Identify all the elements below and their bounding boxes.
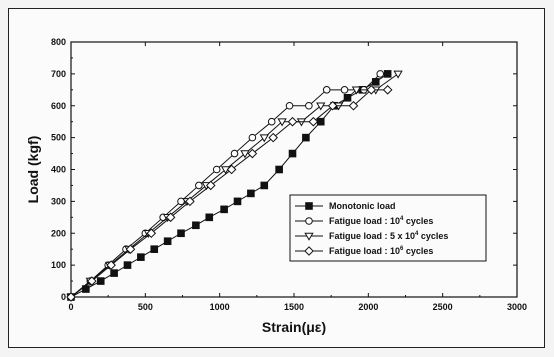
data-point-triangle bbox=[277, 118, 287, 127]
data-point-square bbox=[110, 269, 118, 277]
data-point-square bbox=[275, 165, 283, 174]
data-point-diamond bbox=[268, 132, 278, 143]
y-axis-label: Load (kgf) bbox=[25, 136, 41, 204]
data-point-triangle bbox=[316, 102, 326, 111]
data-point-triangle bbox=[304, 232, 314, 241]
data-point-circle bbox=[267, 117, 276, 126]
data-point-diamond bbox=[226, 164, 237, 175]
x-tick-label: 3000 bbox=[507, 302, 527, 312]
x-tick-label: 0 bbox=[68, 302, 73, 312]
data-point-diamond bbox=[247, 148, 258, 159]
legend: Monotonic load Fatigue load : 104 cycles F… bbox=[289, 194, 487, 262]
data-point-square bbox=[260, 181, 269, 190]
x-tick-label: 500 bbox=[138, 302, 153, 312]
legend-label: Monotonic load bbox=[329, 201, 396, 211]
data-point-diamond bbox=[125, 244, 136, 254]
legend-label: Fatigue load : 5 x 104 cycles bbox=[329, 231, 448, 241]
data-point-square bbox=[233, 197, 242, 206]
x-tick-label: 1500 bbox=[284, 302, 304, 312]
data-point-circle bbox=[376, 70, 385, 78]
y-tick-label: 800 bbox=[51, 37, 66, 47]
data-point-square bbox=[96, 277, 105, 285]
data-point-diamond bbox=[308, 116, 319, 127]
series-line bbox=[70, 73, 399, 298]
data-point-square bbox=[205, 213, 214, 222]
data-point-diamond bbox=[66, 292, 76, 302]
legend-entry: Fatigue load : 5 x 104 cycles bbox=[295, 231, 448, 241]
x-tick-label: 2500 bbox=[433, 302, 453, 312]
y-tick-label: 500 bbox=[51, 133, 66, 143]
data-point-circle bbox=[305, 217, 313, 225]
data-point-triangle bbox=[240, 150, 250, 159]
data-point-square bbox=[302, 133, 310, 142]
y-tick-label: 300 bbox=[51, 196, 66, 206]
data-point-diamond bbox=[382, 85, 393, 95]
y-tick-label: 200 bbox=[51, 228, 66, 238]
y-tick-label: 700 bbox=[51, 69, 66, 79]
y-tick-label: 100 bbox=[51, 260, 66, 270]
data-point-square bbox=[316, 117, 325, 126]
legend-entry: Fatigue load : 106 cycles bbox=[295, 246, 433, 256]
data-point-square bbox=[192, 221, 200, 230]
data-point-square bbox=[150, 245, 159, 253]
series-line bbox=[70, 89, 388, 298]
data-point-triangle bbox=[393, 70, 403, 79]
y-tick-label: 400 bbox=[51, 165, 66, 175]
data-point-diamond bbox=[327, 100, 338, 111]
data-point-square bbox=[305, 202, 313, 210]
data-point-square bbox=[247, 189, 255, 198]
chart-frame bbox=[8, 8, 545, 348]
data-point-circle bbox=[340, 86, 349, 94]
data-point-triangle bbox=[259, 134, 269, 143]
legend-label: Fatigue load : 106 cycles bbox=[329, 246, 433, 256]
data-point-diamond bbox=[287, 116, 298, 127]
data-point-diamond bbox=[205, 180, 216, 191]
series-4 bbox=[66, 85, 393, 302]
legend-label: Fatigue load : 104 cycles bbox=[329, 216, 433, 226]
data-point-diamond bbox=[146, 228, 157, 239]
data-point-diamond bbox=[366, 85, 377, 95]
data-point-circle bbox=[285, 101, 294, 110]
data-point-square bbox=[123, 261, 132, 269]
data-point-circle bbox=[195, 181, 203, 190]
data-point-square bbox=[177, 229, 185, 238]
data-point-square bbox=[371, 78, 380, 86]
y-tick-label: 600 bbox=[51, 101, 66, 111]
legend-entry: Fatigue load : 104 cycles bbox=[295, 216, 433, 226]
data-point-square bbox=[220, 205, 228, 214]
legend-entry: Monotonic load bbox=[295, 201, 396, 211]
data-point-diamond bbox=[348, 100, 359, 111]
data-point-diamond bbox=[87, 276, 97, 286]
x-tick-label: 2000 bbox=[358, 302, 378, 312]
data-point-circle bbox=[230, 149, 239, 158]
data-point-triangle bbox=[351, 86, 362, 95]
data-point-diamond bbox=[106, 260, 116, 270]
data-point-square bbox=[288, 149, 297, 158]
data-point-square bbox=[137, 253, 145, 261]
y-tick-label: 0 bbox=[61, 292, 66, 302]
data-point-circle bbox=[322, 86, 331, 94]
x-axis-label: Strain(με) bbox=[262, 319, 326, 335]
data-point-diamond bbox=[304, 246, 314, 256]
data-point-circle bbox=[248, 133, 257, 142]
data-point-square bbox=[163, 237, 172, 246]
data-point-circle bbox=[212, 165, 221, 174]
data-point-circle bbox=[305, 101, 313, 110]
data-point-diamond bbox=[185, 196, 195, 207]
data-point-square bbox=[383, 70, 392, 78]
series-1 bbox=[67, 70, 392, 301]
x-tick-label: 1000 bbox=[210, 302, 230, 312]
data-point-diamond bbox=[165, 212, 176, 223]
